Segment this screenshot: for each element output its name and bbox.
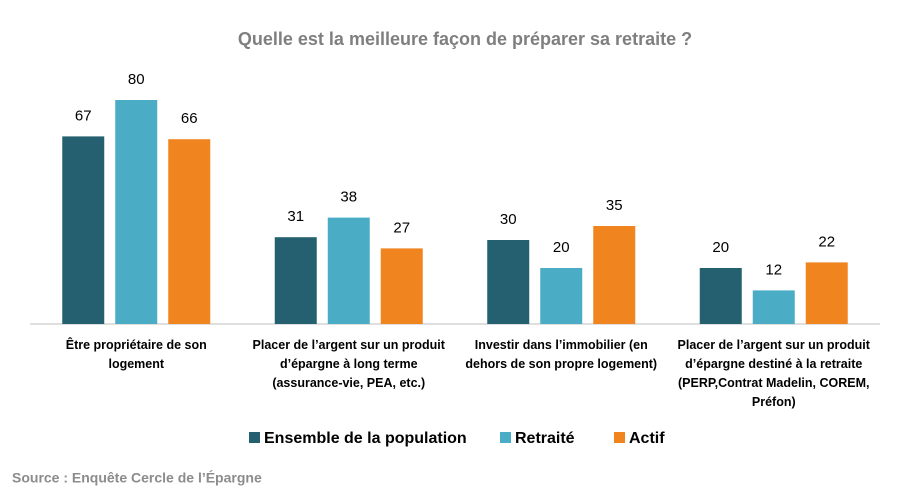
bar (540, 268, 583, 324)
legend-swatch (614, 432, 625, 443)
bar (274, 237, 317, 324)
bar (752, 290, 795, 324)
bar (805, 262, 848, 324)
value-label: 38 (340, 189, 357, 206)
bar (380, 248, 423, 324)
legend-swatch (249, 432, 260, 443)
value-label: 20 (712, 239, 729, 256)
bar (699, 268, 742, 324)
x-tick-label: Investir dans l’immobilier (en dehors de … (465, 338, 657, 371)
value-label: 35 (606, 197, 623, 214)
bar (487, 240, 530, 324)
bar (327, 217, 370, 324)
value-label: 12 (765, 261, 782, 278)
bar (593, 226, 636, 324)
bar (168, 139, 211, 324)
legend-label: Retraité (515, 430, 575, 447)
bar (115, 100, 158, 324)
x-tick-label: Placer de l’argent sur un produit d’éparg… (678, 338, 871, 409)
value-label: 22 (818, 233, 835, 250)
legend-label: Ensemble de la population (264, 430, 467, 447)
value-label: 27 (393, 219, 410, 236)
bar (62, 136, 105, 324)
value-label: 31 (287, 208, 304, 225)
legend-swatch (500, 432, 511, 443)
value-label: 80 (128, 71, 145, 88)
value-label: 66 (181, 110, 198, 127)
source: Source : Enquête Cercle de l’Épargne (12, 470, 262, 486)
chart-title: Quelle est la meilleure façon de prépare… (238, 29, 692, 49)
value-label: 20 (553, 239, 570, 256)
x-tick-label: Placer de l’argent sur un produit d’éparg… (253, 338, 446, 390)
x-tick-label: Être propriétaire de son logement (66, 337, 207, 371)
value-label: 30 (500, 211, 517, 228)
value-label: 67 (75, 107, 92, 124)
legend-label: Actif (629, 430, 665, 447)
